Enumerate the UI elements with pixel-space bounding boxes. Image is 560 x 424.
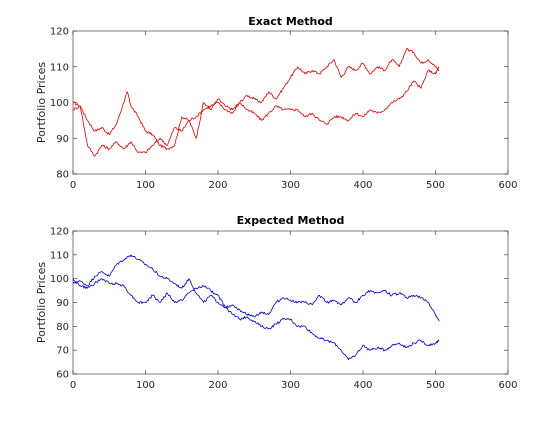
series-group	[72, 254, 440, 361]
series-line	[72, 254, 440, 361]
y-tick-label: 110	[50, 250, 69, 261]
x-tick-label: 200	[208, 180, 227, 191]
x-tick-label: 200	[208, 380, 227, 391]
y-axis-label: Portfolio Prices	[35, 262, 48, 344]
x-tick-label: 0	[70, 180, 76, 191]
x-tick-label: 300	[281, 380, 300, 391]
x-tick-label: 100	[136, 380, 155, 391]
x-tick-label: 0	[70, 380, 76, 391]
y-tick-label: 100	[50, 98, 69, 109]
y-tick-label: 120	[50, 227, 69, 238]
y-tick-label: 110	[50, 62, 69, 73]
series-line	[72, 66, 440, 157]
y-tick-label: 80	[56, 170, 69, 181]
x-tick-label: 500	[426, 180, 445, 191]
x-tick-label: 100	[136, 180, 155, 191]
panel-expected-method: Expected Method Portfolio Prices 0 100 200…	[35, 214, 518, 391]
chart-title: Exact Method	[248, 15, 333, 28]
x-tick-label: 600	[498, 180, 517, 191]
y-tick-label: 70	[56, 346, 69, 357]
y-axis-label: Portfolio Prices	[35, 62, 48, 144]
y-tick-label: 90	[56, 134, 69, 145]
y-tick-label: 90	[56, 298, 69, 309]
x-tick-label: 400	[353, 380, 372, 391]
y-tick-label: 80	[56, 322, 69, 333]
panel-exact-method: Exact Method Portfolio Prices 0 100 200 300…	[35, 15, 518, 191]
x-tick-label: 600	[498, 380, 517, 391]
tick-group: 0 100 200 300 400 500 600 80 90 100 110 120	[50, 27, 518, 192]
y-tick-label: 120	[50, 27, 69, 38]
x-tick-label: 400	[353, 180, 372, 191]
x-tick-label: 300	[281, 180, 300, 191]
chart-title: Expected Method	[237, 214, 345, 227]
axes-box	[72, 30, 509, 175]
y-tick-label: 100	[50, 274, 69, 285]
y-tick-label: 60	[56, 370, 69, 381]
series-line	[72, 47, 440, 150]
x-tick-label: 500	[426, 380, 445, 391]
tick-group: 0 100 200 300 400 500 600 60 70 80 90 100 110 120	[50, 227, 518, 392]
series-line	[72, 278, 440, 322]
series-group	[72, 47, 440, 157]
